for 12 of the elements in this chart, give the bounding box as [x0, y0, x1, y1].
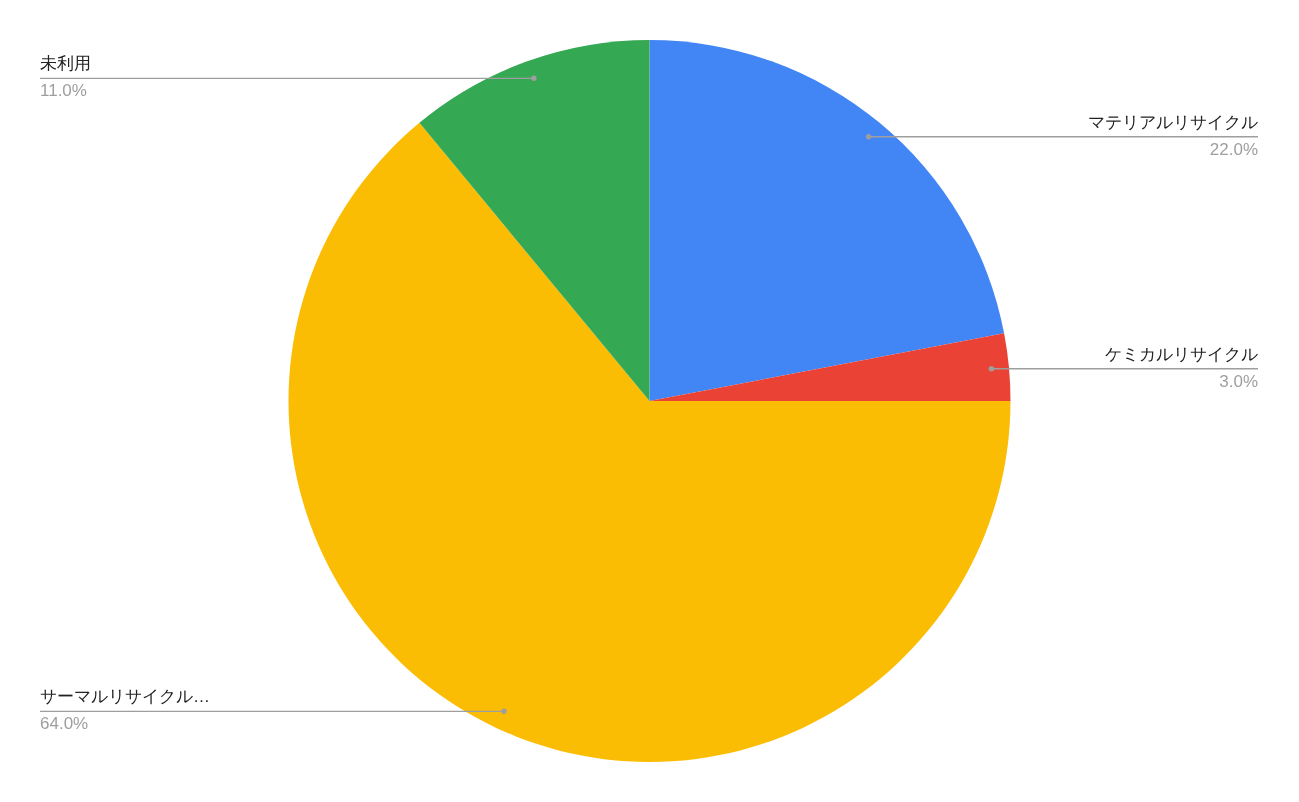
pie-slice — [649, 333, 1011, 401]
pie-slice — [288, 122, 1011, 762]
slice-label: ケミカルリサイクル — [1105, 344, 1258, 364]
data-label: 64.0% — [40, 714, 89, 734]
slice-label: サーマルリサイクル… — [40, 687, 210, 707]
data-label: 3.0% — [1219, 371, 1258, 391]
data-label: 22.0% — [1209, 139, 1258, 159]
pie-slice — [419, 40, 650, 401]
pie-slice — [649, 40, 1005, 401]
slice-label: マテリアルリサイクル — [1088, 112, 1258, 132]
data-label: 11.0% — [40, 81, 87, 101]
slice-label: 未利用 — [40, 54, 91, 74]
